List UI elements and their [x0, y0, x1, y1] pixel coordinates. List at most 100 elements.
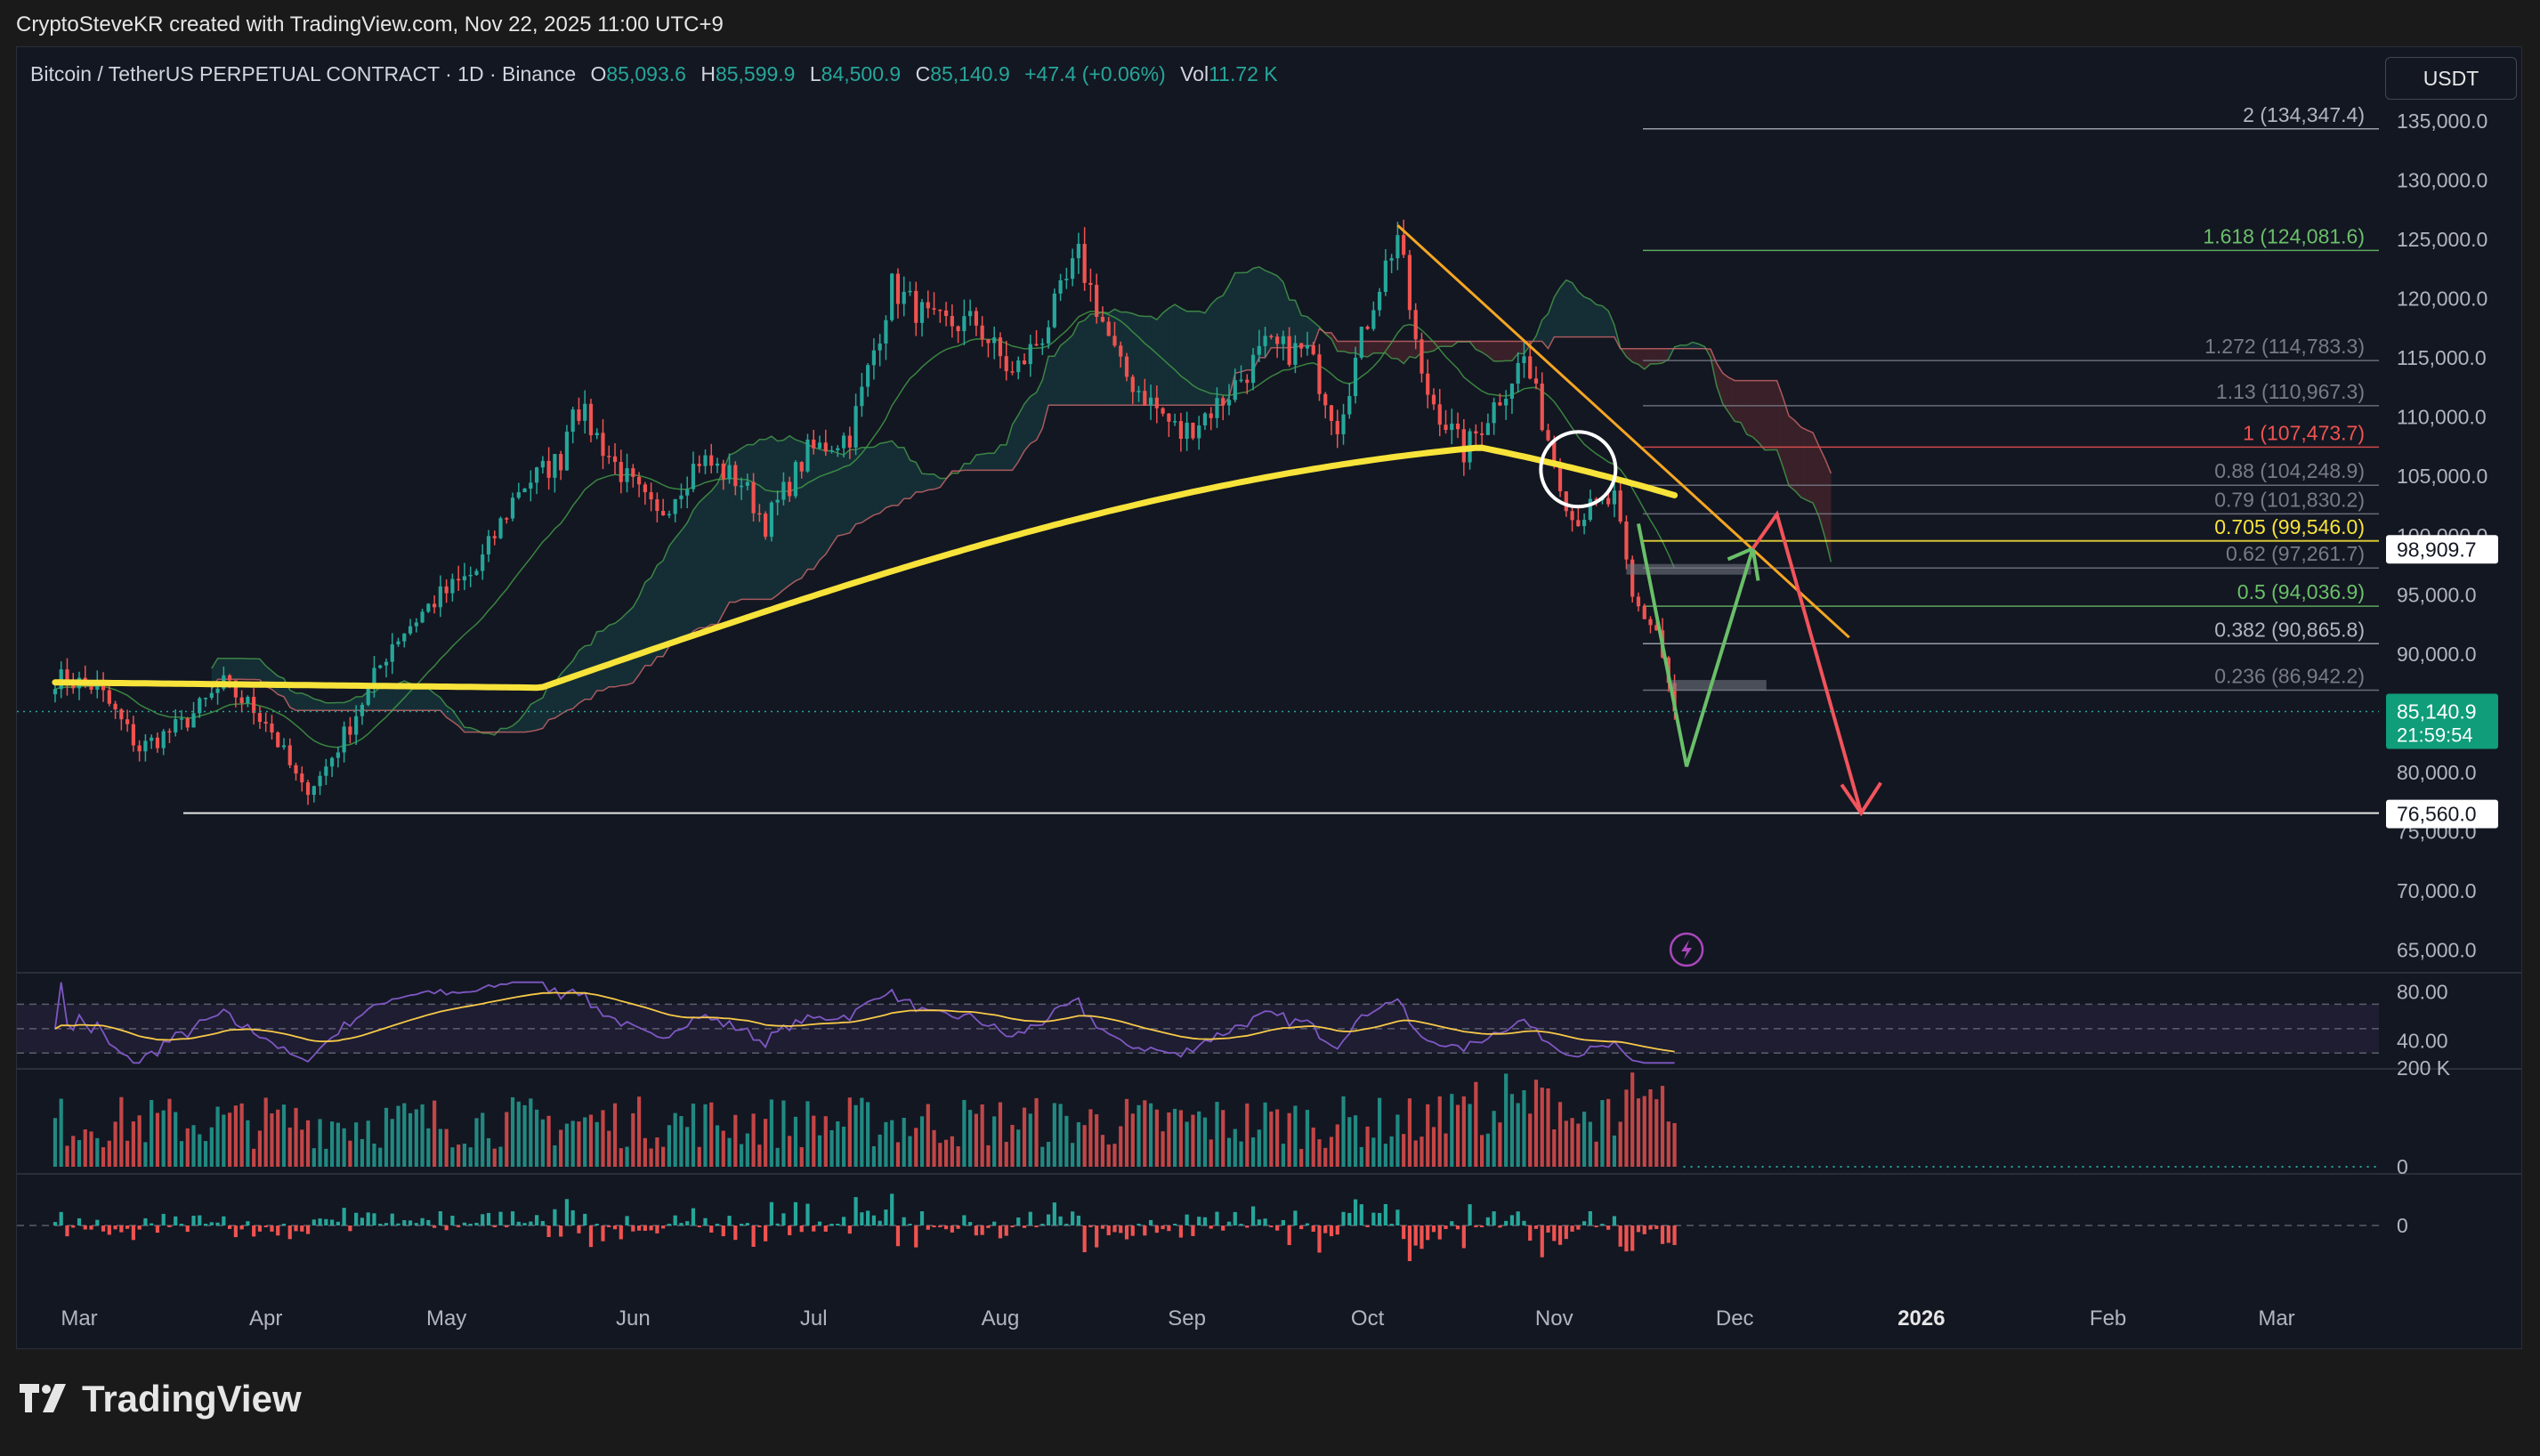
cloud-segment — [572, 651, 579, 709]
osc-bar — [1064, 1224, 1069, 1225]
open-label: O — [590, 62, 607, 85]
cloud-segment — [711, 483, 718, 625]
cloud-segment — [1282, 282, 1290, 348]
osc-bar — [294, 1225, 298, 1232]
fib-label-1.618: 1.618 (124,081.6) — [2203, 224, 2365, 247]
tradingview-logo[interactable]: TradingView — [20, 1378, 302, 1420]
candle-body — [721, 463, 725, 480]
osc-bar — [841, 1217, 846, 1225]
candle-body — [239, 697, 244, 704]
candle-body — [505, 518, 509, 520]
volume-bar — [908, 1136, 912, 1167]
volume-bar — [107, 1140, 111, 1167]
candle-body — [420, 611, 425, 623]
candle-body — [788, 481, 792, 497]
candle-body — [841, 435, 846, 449]
volume-bar — [276, 1109, 280, 1167]
x-tick-label: May — [426, 1306, 466, 1331]
cloud-segment — [1638, 348, 1645, 369]
osc-bar — [1468, 1204, 1472, 1225]
cloud-segment — [1578, 291, 1585, 337]
osc-bar — [1353, 1199, 1358, 1225]
volume-bar — [161, 1110, 166, 1167]
cloud-segment — [1789, 416, 1795, 491]
chart-canvas[interactable]: 2.272 (141,657.0)2 (134,347.4)1.618 (124… — [17, 47, 2521, 1348]
osc-bar — [270, 1225, 274, 1232]
osc-bar — [1293, 1210, 1298, 1225]
symbol-title[interactable]: Bitcoin / TetherUS PERPETUAL CONTRACT · … — [30, 62, 577, 85]
osc-bar — [950, 1225, 954, 1233]
osc-bar — [71, 1225, 76, 1228]
cloud-segment — [1018, 403, 1025, 462]
candle-body — [1076, 243, 1080, 259]
fib-label-2: 2 (134,347.4) — [2243, 103, 2365, 126]
osc-bar — [1119, 1225, 1123, 1234]
y-tick-label: 65,000.0 — [2397, 938, 2477, 961]
candle-body — [636, 476, 642, 485]
volume-bar — [1215, 1102, 1219, 1167]
osc-bar — [1215, 1211, 1219, 1225]
candle-body — [143, 740, 148, 752]
candle-body — [588, 403, 594, 436]
osc-bar — [143, 1217, 148, 1225]
cloud-segment — [302, 692, 309, 711]
cloud-segment — [1506, 341, 1512, 361]
candle-body — [1612, 490, 1617, 505]
osc-bar — [1485, 1217, 1490, 1225]
cloud-segment — [1807, 430, 1814, 504]
candle-body — [812, 439, 816, 449]
osc-bar — [667, 1224, 672, 1225]
candle-body — [1034, 344, 1039, 346]
osc-bar — [1287, 1225, 1291, 1245]
candle-body — [932, 308, 936, 310]
osc-bar — [829, 1224, 834, 1225]
osc-bar — [155, 1225, 160, 1234]
candle-body — [1004, 356, 1008, 372]
osc-bar — [378, 1224, 383, 1225]
currency-button[interactable]: USDT — [2385, 57, 2517, 100]
cloud-segment — [681, 522, 688, 643]
candle-body — [884, 320, 888, 344]
cloud-segment — [1728, 377, 1735, 422]
volume-bar — [1624, 1089, 1629, 1167]
osc-bar — [1112, 1225, 1117, 1233]
volume-bar — [433, 1100, 437, 1167]
candle-body — [1576, 520, 1581, 527]
osc-bar — [1395, 1209, 1400, 1225]
volume-bar — [1522, 1090, 1526, 1167]
close-label: C — [915, 62, 931, 85]
volume-bar — [426, 1128, 431, 1167]
cloud-segment — [729, 452, 736, 603]
volume-bar — [715, 1125, 720, 1167]
volume-bar — [956, 1146, 960, 1167]
osc-bar — [764, 1225, 768, 1242]
osc-bar — [1161, 1225, 1165, 1230]
candle-body — [703, 455, 708, 466]
osc-bar — [649, 1225, 653, 1231]
candle-body — [534, 467, 539, 483]
candle-body — [992, 337, 997, 344]
osc-bar — [1576, 1225, 1581, 1230]
candle-body — [191, 713, 196, 728]
volume-bar — [1540, 1088, 1544, 1167]
cloud-segment — [392, 684, 399, 711]
candle-body — [1221, 398, 1226, 406]
cloud-segment — [1258, 266, 1266, 358]
cloud-segment — [1054, 345, 1061, 406]
cloud-segment — [289, 690, 296, 711]
osc-bar — [1474, 1225, 1478, 1227]
fib-label-0.382: 0.382 (90,865.8) — [2214, 618, 2365, 641]
candle-body — [1606, 497, 1611, 505]
osc-bar — [715, 1224, 720, 1225]
osc-bar — [336, 1221, 340, 1225]
osc-bar — [505, 1225, 509, 1227]
volume-bar — [396, 1105, 400, 1167]
volume-bar — [588, 1114, 594, 1167]
osc-bar — [1250, 1206, 1256, 1225]
osc-bar — [438, 1210, 442, 1225]
osc-bar — [1185, 1214, 1189, 1225]
osc-bar — [372, 1213, 376, 1225]
volume-bar — [1323, 1147, 1328, 1167]
x-tick-label: Oct — [1351, 1306, 1385, 1331]
fibonacci-layer: 2.272 (141,657.0)2 (134,347.4)1.618 (124… — [1643, 103, 2379, 692]
